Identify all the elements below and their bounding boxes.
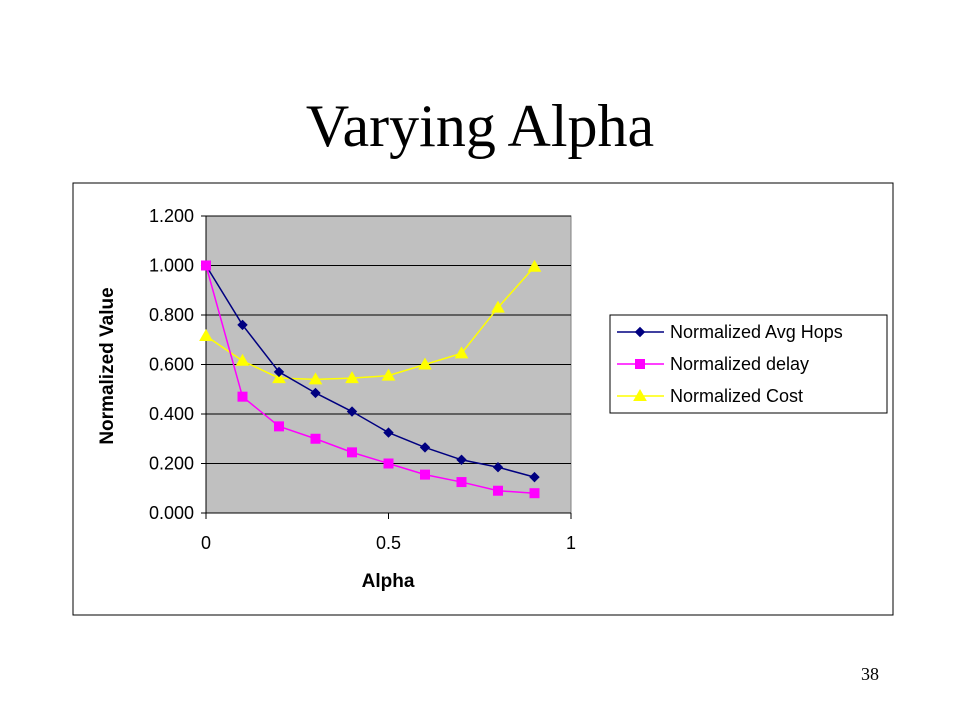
legend-marker: [634, 326, 646, 338]
data-point-triangle: [308, 372, 323, 385]
y-tick-label: 0.600: [149, 355, 194, 375]
legend-entry: Normalized Avg Hops: [617, 322, 843, 342]
legend-label: Normalized delay: [670, 354, 809, 374]
data-point-square: [420, 469, 430, 480]
data-point-diamond: [310, 387, 321, 399]
data-point-triangle: [272, 371, 286, 384]
page-number: 38: [861, 664, 879, 684]
legend-marker: [635, 359, 645, 369]
data-point-diamond: [273, 366, 285, 378]
series-layer: [199, 259, 542, 499]
data-point-triangle: [527, 259, 542, 272]
y-tick-label: 0.800: [149, 305, 194, 325]
data-point-square: [493, 485, 503, 496]
data-point-square: [201, 260, 211, 271]
series-diamond: [200, 260, 540, 483]
legend-label: Normalized Cost: [670, 386, 803, 406]
y-tick-label: 1.000: [149, 256, 194, 276]
series-line: [205, 266, 536, 381]
data-point-square: [383, 458, 394, 469]
slide-title: Varying Alpha: [305, 93, 655, 159]
data-point-diamond: [237, 319, 248, 331]
data-point-triangle: [418, 357, 432, 370]
y-tick-label: 0.000: [149, 503, 194, 523]
legend-entry: Normalized delay: [617, 354, 809, 374]
legend-marker: [633, 388, 647, 401]
data-point-triangle: [345, 371, 359, 384]
y-axis-label: Normalized Value: [97, 287, 118, 444]
x-axis-label: Alpha: [362, 571, 415, 592]
legend-entries: Normalized Avg Hops Normalized delay Norma…: [617, 322, 843, 406]
x-tick-label: 1: [566, 533, 576, 553]
series-square: [201, 260, 540, 499]
legend-label: Normalized Avg Hops: [670, 322, 843, 342]
legend: Normalized Avg Hops Normalized delay Norma…: [609, 314, 888, 414]
data-point-square: [310, 433, 321, 444]
data-point-diamond: [346, 406, 358, 417]
y-tick-label: 1.200: [149, 206, 194, 226]
data-point-square: [237, 391, 248, 402]
series-line: [205, 265, 535, 478]
data-point-square: [274, 421, 284, 432]
data-point-square: [529, 488, 540, 499]
x-tick-label: 0: [201, 533, 211, 553]
data-point-diamond: [529, 471, 540, 483]
data-point-square: [347, 447, 357, 458]
series-line: [205, 265, 535, 494]
series-triangle: [199, 259, 542, 385]
data-point-triangle: [491, 300, 505, 313]
data-point-diamond: [419, 442, 431, 453]
data-point-square: [456, 477, 467, 488]
data-point-triangle: [199, 329, 213, 342]
axes: 0.000 0.200 0.400 0.600 0.800 1.000 1.200 0 0.5 1: [149, 206, 576, 553]
y-tick-label: 0.400: [149, 404, 194, 424]
y-tick-label: 0.200: [149, 454, 194, 474]
data-point-diamond: [456, 454, 467, 465]
legend-entry: Normalized Cost: [617, 386, 803, 406]
x-tick-label: 0.5: [376, 533, 401, 553]
data-point-triangle: [235, 353, 250, 366]
data-point-triangle: [381, 368, 396, 381]
gridlines: [206, 215, 571, 464]
data-point-diamond: [383, 427, 394, 438]
data-point-triangle: [454, 346, 469, 359]
data-point-diamond: [492, 462, 504, 473]
